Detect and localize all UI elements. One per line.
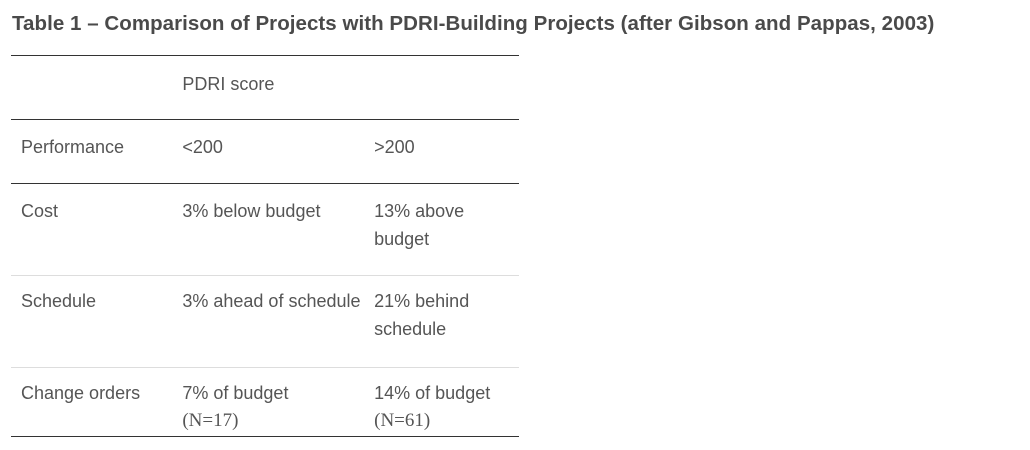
row-label-performance: Performance xyxy=(11,119,183,184)
table-row: Schedule 3% ahead of schedule 21% behind… xyxy=(11,275,519,368)
cell-change-orders-low: 7% of budget (N=17) xyxy=(182,367,375,437)
table-header-row: PDRI score xyxy=(11,55,519,120)
header-cell-empty xyxy=(11,55,183,120)
header-cell-pdri-score: PDRI score xyxy=(182,55,375,120)
cell-change-orders-high-n: (N=61) xyxy=(374,410,431,431)
table-row: Change orders 7% of budget (N=17) 14% of… xyxy=(11,367,519,437)
row-label-schedule: Schedule xyxy=(11,275,183,368)
cell-change-orders-high-value: 14% of budget xyxy=(374,383,491,403)
cell-performance-low: <200 xyxy=(182,119,375,184)
header-cell-empty-2 xyxy=(374,55,519,120)
row-label-change-orders: Change orders xyxy=(11,367,183,437)
cell-schedule-low: 3% ahead of schedule xyxy=(182,275,375,368)
table-caption: Table 1 – Comparison of Projects with PD… xyxy=(12,12,935,35)
cell-change-orders-low-n: (N=17) xyxy=(182,410,239,431)
table-row: Cost 3% below budget 13% above budget xyxy=(11,183,519,276)
cell-change-orders-low-value: 7% of budget xyxy=(182,383,289,403)
table-row: Performance <200 >200 xyxy=(11,119,519,184)
row-label-cost: Cost xyxy=(11,183,183,276)
cell-cost-low: 3% below budget xyxy=(182,183,375,276)
cell-change-orders-high: 14% of budget (N=61) xyxy=(374,367,519,437)
comparison-table: PDRI score Performance <200 >200 Cost 3%… xyxy=(11,55,519,437)
cell-schedule-high: 21% behind schedule xyxy=(374,275,519,368)
cell-performance-high: >200 xyxy=(374,119,519,184)
cell-cost-high: 13% above budget xyxy=(374,183,519,276)
